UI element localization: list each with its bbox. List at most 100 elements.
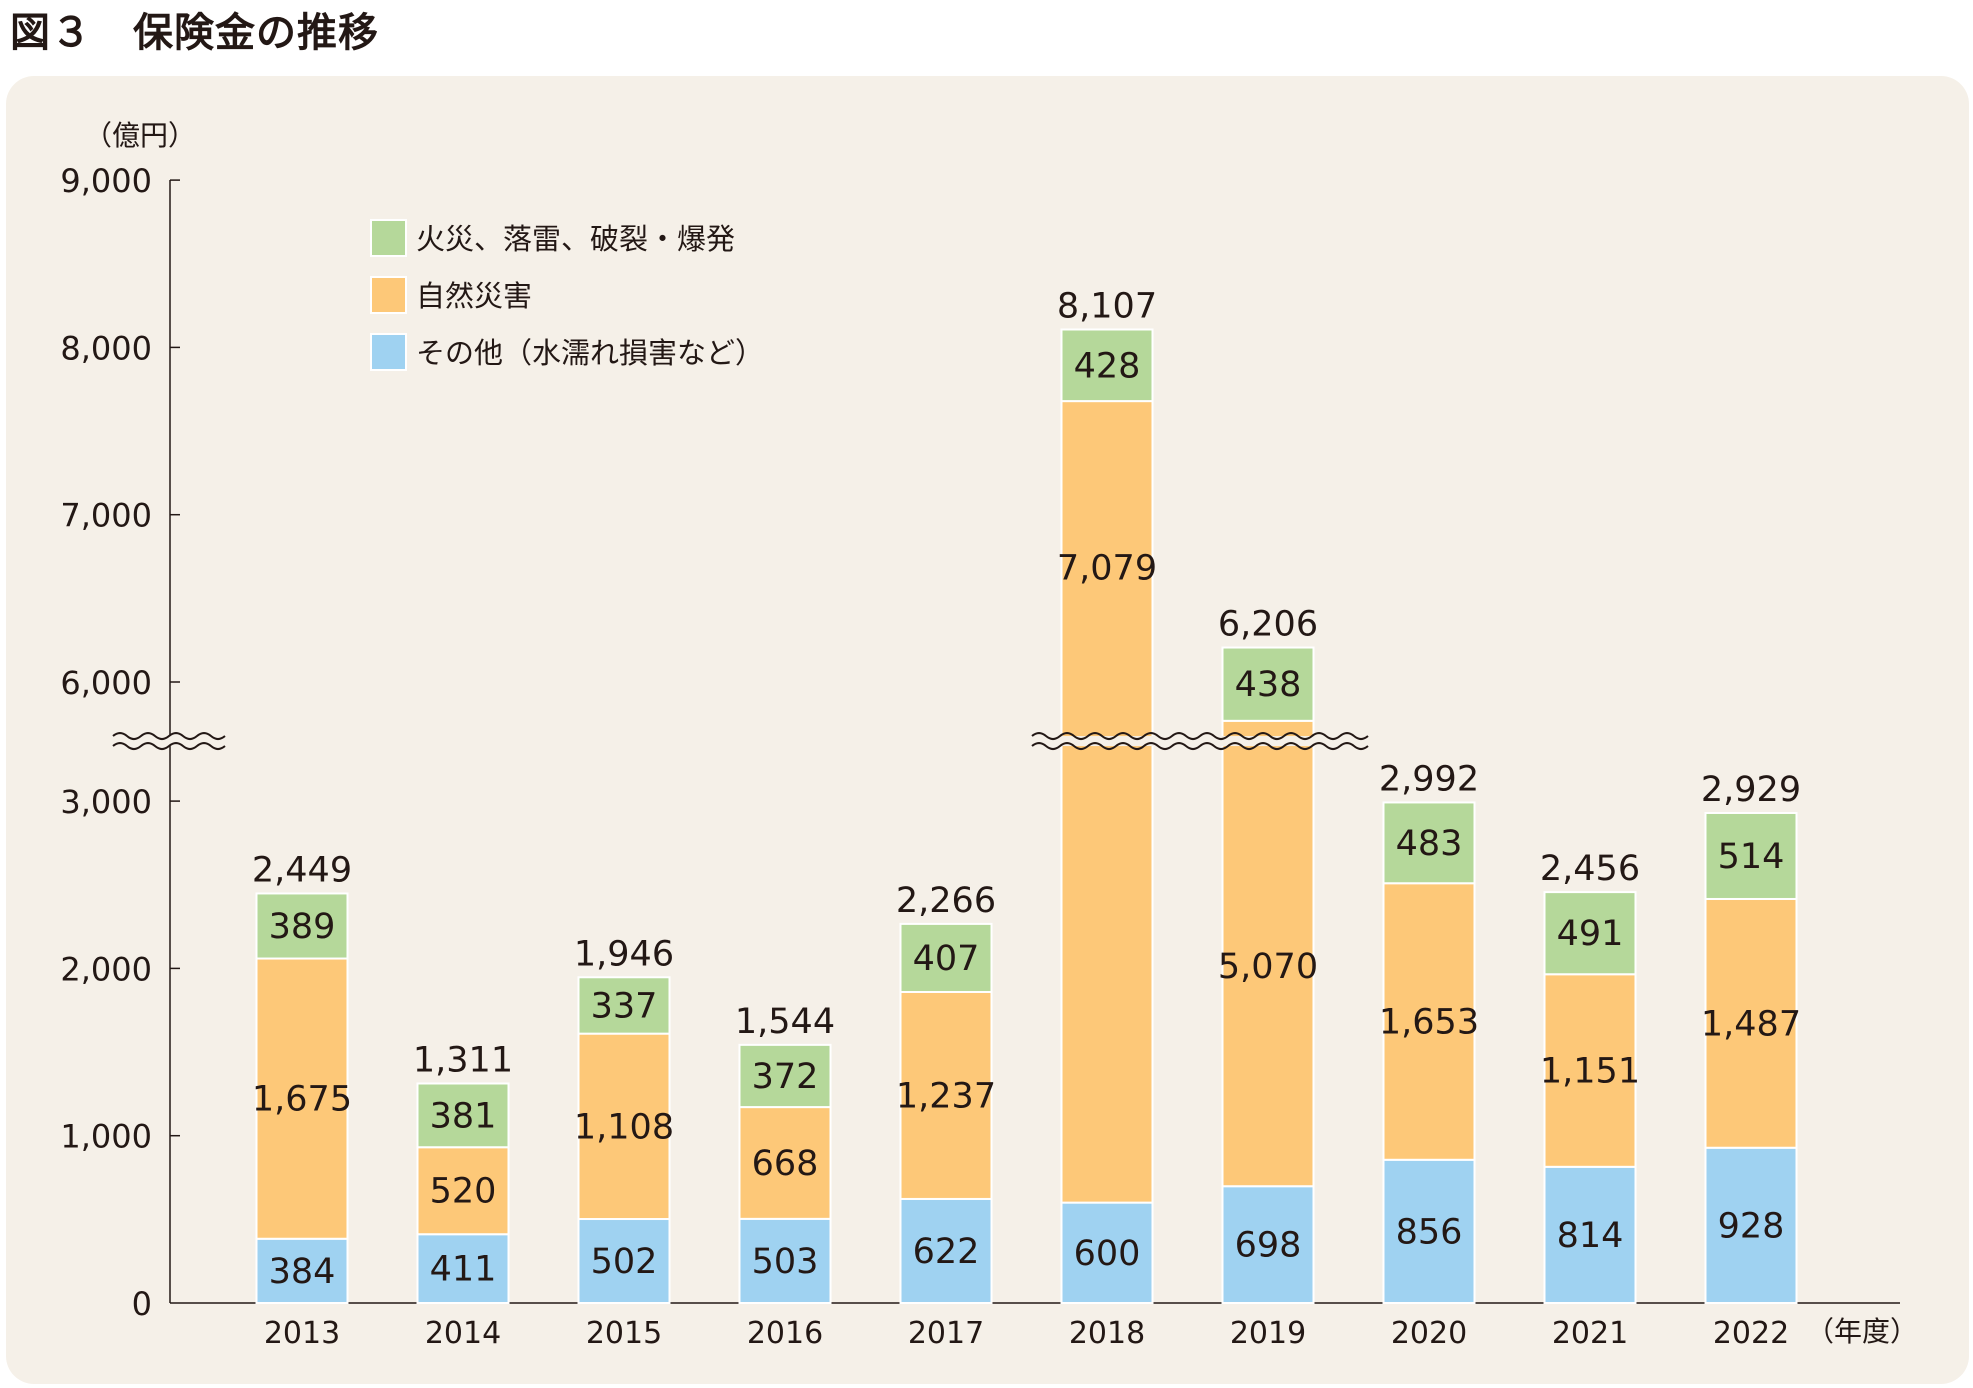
figure-title: 図３ 保険金の推移 xyxy=(10,10,379,56)
axis-break-wave xyxy=(112,732,226,741)
y-tick-label: 0 xyxy=(132,1285,152,1323)
legend-swatch xyxy=(370,276,407,314)
bar-total-label: 1,311 xyxy=(413,1041,513,1081)
bar-value-label: 622 xyxy=(913,1232,980,1272)
bar-value-label: 1,487 xyxy=(1701,1004,1801,1044)
bar-segment-2014-1 xyxy=(416,1146,510,1236)
y-tick-label: 1,000 xyxy=(60,1118,152,1156)
bar-value-label: 407 xyxy=(913,939,980,979)
bar-total-label: 2,456 xyxy=(1540,849,1640,889)
bar-value-label: 381 xyxy=(430,1096,497,1136)
y-tick-label: 7,000 xyxy=(60,497,152,535)
x-tick-label: 2022 xyxy=(1713,1316,1789,1351)
bar-value-label: 389 xyxy=(269,907,336,947)
bar-value-label: 514 xyxy=(1718,837,1785,877)
y-tick-label: 8,000 xyxy=(60,329,152,367)
axis-break-wave xyxy=(1031,742,1369,751)
bar-value-label: 483 xyxy=(1396,824,1463,864)
bar-value-label: 814 xyxy=(1557,1216,1624,1256)
axis-break-gap xyxy=(113,736,224,747)
legend-label: 自然災害 xyxy=(416,279,532,313)
legend-swatch xyxy=(370,219,407,257)
bar-value-label: 502 xyxy=(591,1242,658,1282)
bar-value-label: 491 xyxy=(1557,914,1624,954)
bar-segment-2020-1 xyxy=(1382,882,1476,1161)
bar-segment-2019-1 xyxy=(1221,719,1315,1188)
bar-segment-2018-0 xyxy=(1060,1201,1154,1304)
bar-total-label: 2,992 xyxy=(1379,759,1479,799)
bar-segment-2015-2 xyxy=(577,976,671,1035)
bar-value-label: 600 xyxy=(1074,1234,1141,1274)
bar-value-label: 503 xyxy=(752,1242,819,1282)
bar-segment-2016-0 xyxy=(738,1217,832,1305)
y-tick-label: 6,000 xyxy=(60,664,152,702)
bar-value-label: 5,070 xyxy=(1218,947,1318,987)
bar-segment-2016-1 xyxy=(738,1106,832,1220)
bar-value-label: 411 xyxy=(430,1250,497,1290)
bar-value-label: 1,653 xyxy=(1379,1003,1479,1043)
bar-segment-2017-0 xyxy=(899,1197,993,1305)
bar-value-label: 428 xyxy=(1074,346,1141,386)
bar-value-label: 668 xyxy=(752,1144,819,1184)
bar-segment-2017-2 xyxy=(899,922,993,993)
x-tick-label: 2015 xyxy=(586,1316,662,1351)
x-tick-label: 2017 xyxy=(908,1316,984,1351)
bar-segment-2022-2 xyxy=(1704,811,1798,900)
bar-segment-2013-2 xyxy=(255,892,349,960)
axis-break-wave xyxy=(1031,732,1369,741)
bar-total-label: 6,206 xyxy=(1218,605,1318,645)
bar-total-label: 2,929 xyxy=(1701,770,1801,810)
bar-segment-2016-2 xyxy=(738,1043,832,1109)
bar-value-label: 1,675 xyxy=(252,1080,352,1120)
bar-total-label: 8,107 xyxy=(1057,286,1157,326)
axis-break-wave xyxy=(112,742,226,751)
bar-value-label: 520 xyxy=(430,1172,497,1212)
bar-segment-2018-1 xyxy=(1060,400,1154,1204)
bar-value-label: 1,108 xyxy=(574,1107,674,1147)
bar-value-label: 856 xyxy=(1396,1212,1463,1252)
x-tick-label: 2013 xyxy=(264,1316,340,1351)
bar-segment-2015-0 xyxy=(577,1218,671,1304)
bar-segment-2020-2 xyxy=(1382,801,1476,885)
bar-total-label: 1,946 xyxy=(574,934,674,974)
legend-swatch xyxy=(370,333,407,371)
bar-segment-2018-2 xyxy=(1060,328,1154,403)
bar-total-label: 2,266 xyxy=(896,881,996,921)
legend-label: 火災、落雷、破裂・爆発 xyxy=(416,222,735,256)
bar-value-label: 7,079 xyxy=(1057,549,1157,589)
x-tick-label: 2020 xyxy=(1391,1316,1467,1351)
y-tick-label: 9,000 xyxy=(60,162,152,200)
y-axis-unit-label: （億円） xyxy=(84,119,196,152)
x-axis-unit-label: （年度） xyxy=(1806,1315,1918,1348)
legend-label: その他（水濡れ損害など） xyxy=(416,336,764,370)
bar-value-label: 1,151 xyxy=(1540,1052,1640,1092)
bar-value-label: 384 xyxy=(269,1252,336,1292)
x-tick-label: 2021 xyxy=(1552,1316,1628,1351)
bar-total-label: 1,544 xyxy=(735,1002,835,1042)
bar-value-label: 698 xyxy=(1235,1226,1302,1266)
bar-value-label: 372 xyxy=(752,1057,819,1097)
bar-value-label: 337 xyxy=(591,986,658,1026)
bar-value-label: 438 xyxy=(1235,665,1302,705)
bar-segment-2021-2 xyxy=(1543,891,1637,976)
bar-segment-2017-1 xyxy=(899,990,993,1200)
bar-value-label: 928 xyxy=(1718,1206,1785,1246)
bar-total-label: 2,449 xyxy=(252,850,352,890)
y-tick-label: 3,000 xyxy=(60,783,152,821)
bar-segment-2019-0 xyxy=(1221,1185,1315,1305)
bar-segment-2022-1 xyxy=(1704,897,1798,1149)
bar-segment-2015-1 xyxy=(577,1032,671,1221)
bar-segment-2022-0 xyxy=(1704,1146,1798,1304)
x-tick-label: 2016 xyxy=(747,1316,823,1351)
y-tick-label: 2,000 xyxy=(60,950,152,988)
x-tick-label: 2014 xyxy=(425,1316,501,1351)
x-tick-label: 2019 xyxy=(1230,1316,1306,1351)
bar-segment-2021-0 xyxy=(1543,1165,1637,1304)
x-tick-label: 2018 xyxy=(1069,1316,1145,1351)
bar-segment-2014-2 xyxy=(416,1082,510,1149)
bar-value-label: 1,237 xyxy=(896,1076,996,1116)
axis-break-gap xyxy=(1032,736,1344,747)
bar-segment-2019-2 xyxy=(1221,646,1315,722)
bar-segment-2020-0 xyxy=(1382,1158,1476,1305)
